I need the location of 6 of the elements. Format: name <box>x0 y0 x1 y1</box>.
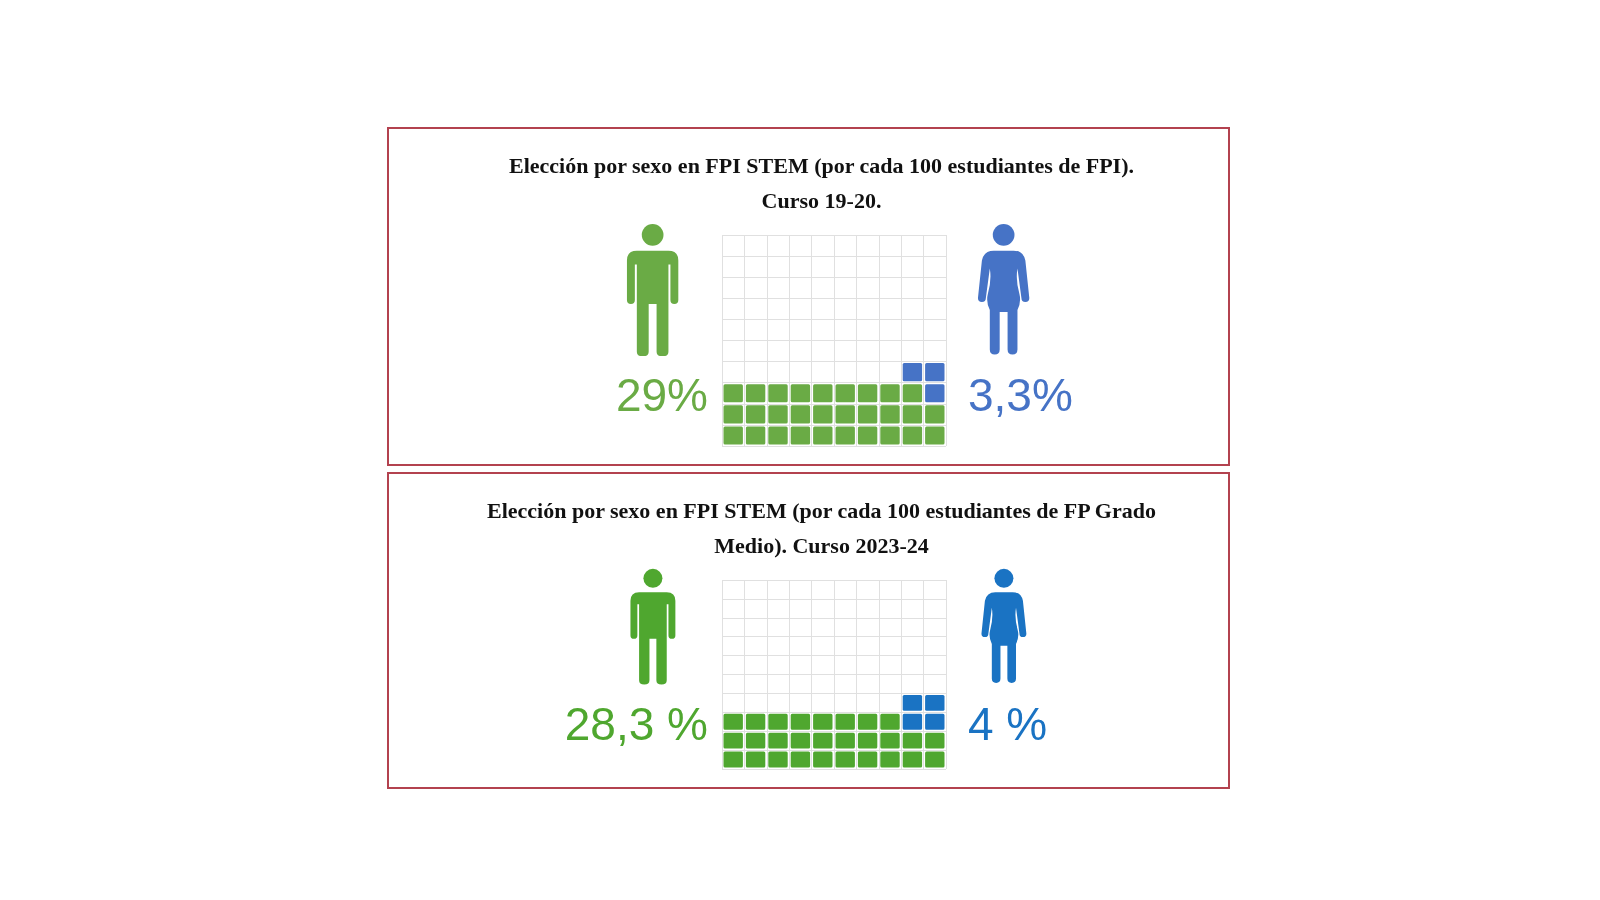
data-label: 28,3 % <box>564 697 708 750</box>
data-label: 3,3% <box>968 369 1073 422</box>
data-label: 4 % <box>968 697 1048 750</box>
data-label: 29% <box>615 369 708 422</box>
text: Elección por sexo en FPI STEM (por cada 100 estudiantes de FP Grado Medio). Curso 2023-24 <box>487 498 1156 558</box>
text: Elección por sexo en FPI STEM (por cada 100 estudiantes de FPI). Curso 19-20. <box>509 153 1134 213</box>
